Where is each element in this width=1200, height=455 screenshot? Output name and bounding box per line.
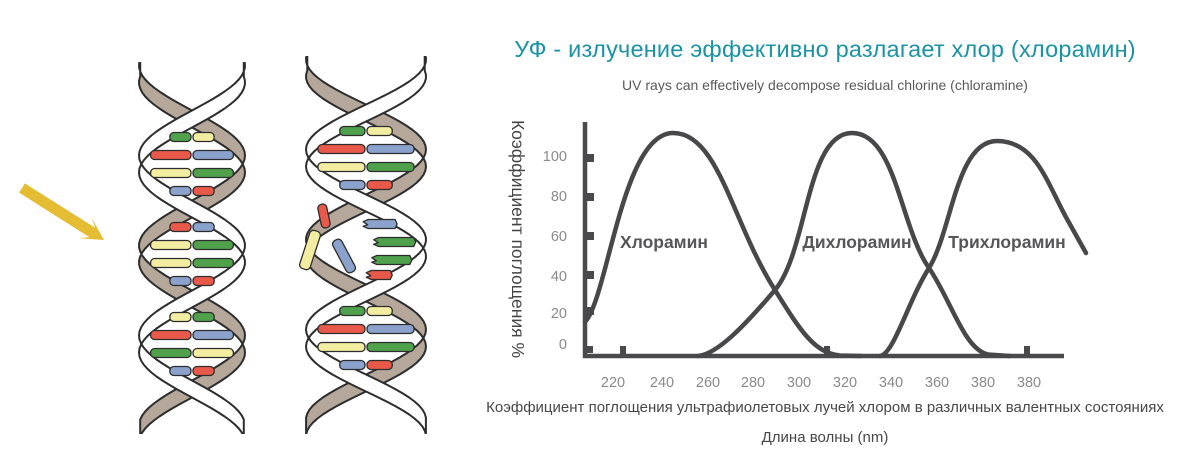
base-pair-half — [192, 347, 235, 359]
y-tick-label: 80 — [551, 189, 567, 205]
strand-backbone-tan — [138, 62, 246, 434]
x-tick-label: 360 — [925, 375, 949, 390]
series-label-1: Хлорамин — [620, 232, 708, 252]
x-tick — [620, 346, 626, 354]
x-tick-label: 340 — [879, 375, 903, 390]
chart-caption: Коэффициент поглощения ультрафиолетовых … — [486, 399, 1164, 416]
broken-base-debris — [331, 238, 357, 274]
broken-base-debris — [298, 229, 322, 271]
base-pair-half — [317, 143, 366, 155]
base-pair-half — [192, 167, 235, 179]
y-tick — [586, 271, 594, 279]
base-pair-half — [192, 221, 215, 233]
y-tick — [586, 232, 594, 240]
base-pair-half — [366, 125, 393, 137]
base-pair-half — [339, 305, 366, 317]
base-pair-half — [149, 347, 192, 359]
base-pair-half — [317, 323, 366, 335]
x-tick-label: 320 — [833, 375, 857, 390]
chart-panel: УФ - излучение эффективно разлагает хлор… — [470, 0, 1180, 455]
x-tick-label: 220 — [601, 375, 625, 390]
y-tick-label: 100 — [543, 149, 567, 165]
base-pair-half — [339, 179, 366, 191]
y-axis-title: Коэффициент поглощения % — [508, 120, 528, 358]
base-pair-half — [366, 323, 415, 335]
base-pair-half — [366, 341, 415, 353]
chart-title: УФ - излучение эффективно разлагает хлор… — [514, 36, 1136, 62]
base-pair-half — [192, 311, 215, 323]
base-pair-half — [169, 365, 192, 377]
series-label-3: Трихлорамин — [948, 232, 1065, 252]
chart-xaxis-caption: Длина волны (nm) — [761, 429, 889, 446]
y-tick — [586, 154, 594, 162]
base-pair-half — [192, 365, 215, 377]
base-pair-half — [317, 161, 366, 173]
base-pair-half — [366, 305, 393, 317]
base-pair-half — [149, 239, 192, 251]
base-pair-half — [169, 185, 192, 197]
base-pair-half — [339, 125, 366, 137]
x-tick-label: 380 — [1017, 375, 1041, 390]
broken-base-half-rung — [373, 236, 417, 248]
base-pair-half — [339, 359, 366, 371]
series-curve-1 — [582, 130, 864, 359]
base-pair-half — [192, 131, 215, 143]
x-tick-label: 380 — [971, 375, 995, 390]
dna-helix-damaged — [298, 56, 427, 434]
base-pair-half — [192, 329, 235, 341]
x-tick-label: 300 — [787, 375, 811, 390]
base-pair-half — [366, 179, 393, 191]
broken-base-half-rung — [362, 218, 398, 230]
base-pair-half — [149, 167, 192, 179]
x-tick-label: 260 — [696, 375, 720, 390]
series-curve-3 — [877, 138, 1089, 359]
x-tick — [1024, 346, 1030, 354]
y-tick-label: 40 — [551, 269, 567, 285]
strand-backbone-white — [305, 56, 427, 434]
strand-backbone-white — [138, 62, 246, 434]
uv-arrow-icon — [19, 183, 105, 240]
base-pair-half — [149, 149, 192, 161]
axis-corner-bump — [586, 346, 593, 353]
y-tick-label: 20 — [551, 306, 567, 322]
base-pair-half — [149, 257, 192, 269]
base-pair-half — [192, 149, 235, 161]
y-tick — [586, 193, 594, 201]
dna-helix-intact — [138, 62, 246, 434]
base-pair-half — [169, 311, 192, 323]
series-curve-2 — [695, 130, 1013, 359]
base-pair-half — [192, 257, 235, 269]
base-pair-half — [169, 221, 192, 233]
dna-illustration — [0, 0, 470, 455]
base-pair-half — [192, 185, 215, 197]
broken-base-half-rung — [365, 269, 393, 281]
broken-base-half-rung — [371, 254, 413, 266]
y-tick-label: 60 — [551, 229, 567, 245]
uv-arrow-shape — [19, 183, 105, 240]
chart-subtitle: UV rays can effectively decompose residu… — [622, 77, 1028, 93]
y-tick-label: 0 — [559, 337, 567, 353]
base-pair-half — [366, 161, 415, 173]
broken-base-debris — [317, 203, 331, 229]
base-pair-half — [317, 341, 366, 353]
base-pair-half — [366, 359, 393, 371]
x-tick-label: 280 — [741, 375, 765, 390]
series-label-2: Дихлорамин — [802, 232, 911, 252]
base-pair-half — [192, 239, 235, 251]
base-pair-half — [192, 275, 215, 287]
base-pair-half — [149, 329, 192, 341]
strand-backbone-tan — [305, 56, 427, 434]
base-pair-half — [169, 275, 192, 287]
base-pair-half — [366, 143, 415, 155]
x-tick-label: 240 — [650, 375, 674, 390]
base-pair-half — [169, 131, 192, 143]
